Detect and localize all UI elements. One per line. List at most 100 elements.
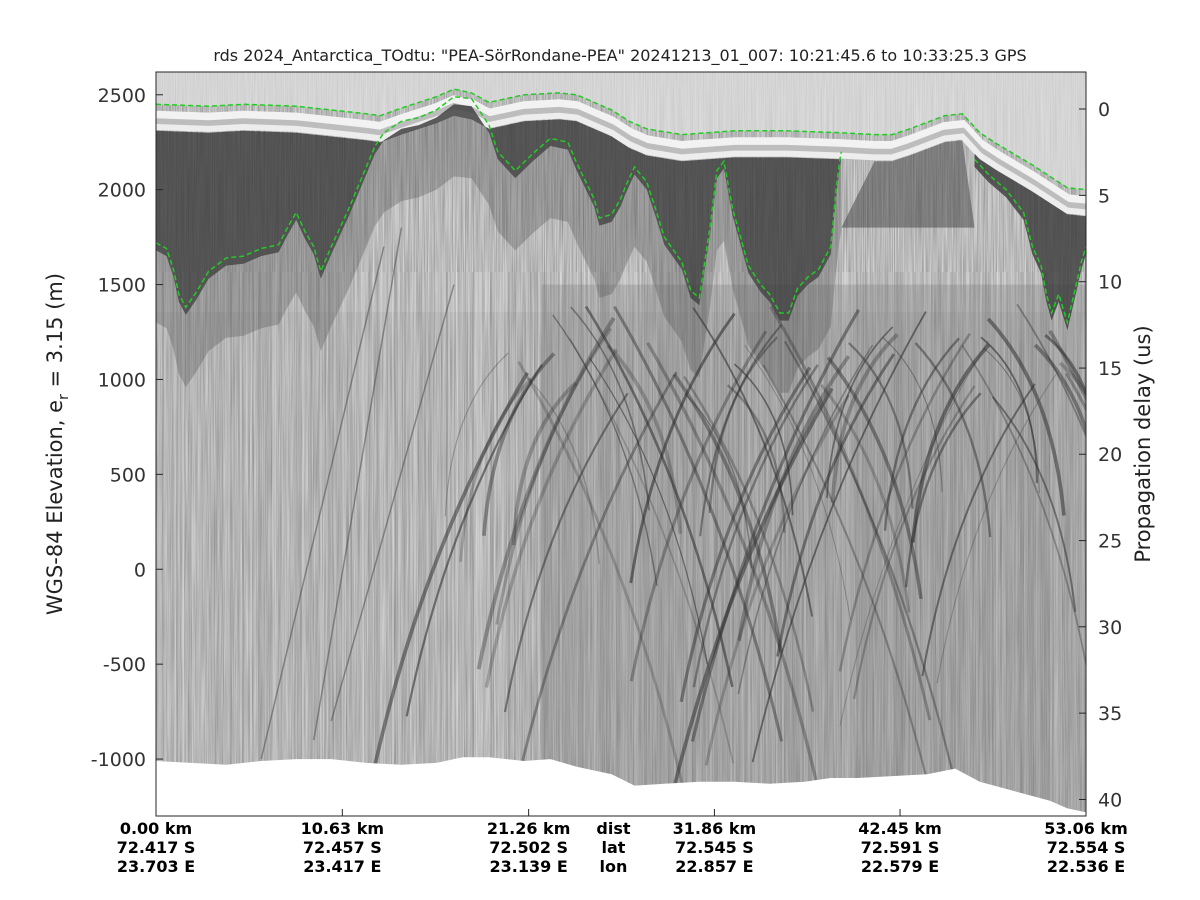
texture-streak [178, 272, 180, 816]
surface-band [156, 102, 1086, 212]
texture-streak [1030, 272, 1032, 816]
diffraction-hyperbola [769, 305, 932, 721]
texture-streak [948, 272, 950, 816]
diffraction-hyperbola [584, 305, 734, 688]
diffraction-hyperbola [904, 392, 982, 588]
texture-streak [648, 272, 650, 816]
texture-streak [1084, 272, 1086, 816]
texture-streak [824, 272, 826, 816]
texture-streak [702, 272, 704, 816]
diffraction-hyperbola [690, 308, 860, 742]
diagonal-streak [260, 246, 385, 760]
diffraction-hyperbola [679, 366, 812, 703]
texture-streak [394, 272, 396, 816]
texture-streak [536, 272, 538, 816]
diffraction-hyperbola [682, 375, 815, 712]
diffraction-hyperbola [936, 374, 1057, 684]
bottom-row-label: lon [600, 857, 628, 876]
texture-streak [464, 272, 466, 816]
texture-streak [942, 272, 944, 816]
texture-streak [356, 272, 358, 816]
texture-streak [608, 272, 610, 816]
texture-streak [406, 272, 408, 816]
texture-streak [1002, 272, 1004, 816]
air-region [156, 72, 1086, 190]
bottom-tick-label: 22.536 E [1047, 857, 1125, 876]
diagonal-streak [330, 284, 455, 722]
diffraction-hyperbola [910, 343, 991, 543]
texture-streak [564, 272, 566, 816]
diffraction-hyperbola [839, 340, 989, 726]
texture-streak [496, 272, 498, 816]
texture-streak [848, 272, 850, 816]
plot-frame [155, 71, 1087, 817]
texture-streak [1038, 272, 1040, 816]
texture-streak [956, 272, 958, 816]
texture-streak [478, 272, 480, 816]
texture-streak [676, 272, 678, 816]
texture-streak [546, 272, 548, 816]
bottom-tick-label: 23.139 E [490, 857, 568, 876]
texture-streak [960, 272, 962, 816]
texture-streak [658, 272, 660, 816]
texture-streak [934, 272, 936, 816]
texture-streak [310, 272, 312, 816]
texture-streak [284, 272, 286, 816]
basal-dark-zone [156, 104, 1086, 393]
texture-streak [198, 272, 200, 816]
texture-streak [438, 272, 440, 816]
bed-pick-line [156, 95, 843, 314]
texture-streak [864, 272, 866, 816]
texture-streak [964, 272, 966, 816]
chart-title: rds 2024_Antarctica_TOdtu: "PEA-SörRonda… [213, 46, 1026, 66]
diffraction-hyperbola [482, 352, 556, 536]
diffraction-hyperbola [704, 394, 850, 766]
texture-streak [214, 272, 216, 816]
texture-streak [614, 272, 616, 816]
diffraction-hyperbola [495, 327, 613, 625]
texture-streak [506, 272, 508, 816]
bottom-row-label: dist [596, 819, 630, 838]
texture-streak [414, 272, 416, 816]
bottom-tick-label: 0.00 km [120, 819, 192, 838]
texture-streak [1068, 272, 1070, 816]
texture-streak [1032, 272, 1034, 816]
bed-pick-line-2 [973, 158, 1086, 326]
texture-streak [1054, 272, 1056, 816]
texture-streak [1050, 272, 1052, 816]
texture-streak [732, 272, 734, 816]
texture-streak [344, 272, 346, 816]
texture-streak [544, 272, 546, 816]
texture-streak [786, 272, 788, 816]
right-tick-label: 30 [1098, 617, 1122, 639]
diffraction-hyperbola [784, 340, 957, 785]
texture-streak [758, 272, 760, 816]
texture-streak [1046, 272, 1048, 816]
no-data-masks [156, 757, 1086, 816]
texture-streak [776, 272, 778, 816]
texture-streak [736, 272, 738, 816]
diffraction-hyperbola [511, 381, 578, 546]
diffraction-hyperbola [665, 387, 834, 816]
diffraction-hyperbola [569, 337, 735, 764]
texture-streak [518, 272, 520, 816]
diffraction-hyperbola [629, 330, 768, 682]
texture-streak [632, 272, 634, 816]
texture-streak [342, 272, 344, 816]
texture-streak [204, 272, 206, 816]
texture-streak [958, 272, 960, 816]
bottom-tick-label: 23.703 E [117, 857, 195, 876]
texture-streak [504, 272, 506, 816]
texture-streak [734, 272, 736, 816]
texture-streak [874, 272, 876, 816]
bottom-tick-label: 10.63 km [301, 819, 385, 838]
texture-streak [664, 272, 666, 816]
diffraction-hyperbola [672, 373, 783, 653]
diffraction-hyperbola [570, 306, 650, 511]
diffraction-hyperbola [552, 314, 658, 587]
texture-streak [704, 272, 706, 816]
texture-streak [432, 272, 434, 816]
texture-streak [520, 272, 522, 816]
texture-streak [1014, 272, 1016, 816]
texture-streak [288, 272, 290, 816]
